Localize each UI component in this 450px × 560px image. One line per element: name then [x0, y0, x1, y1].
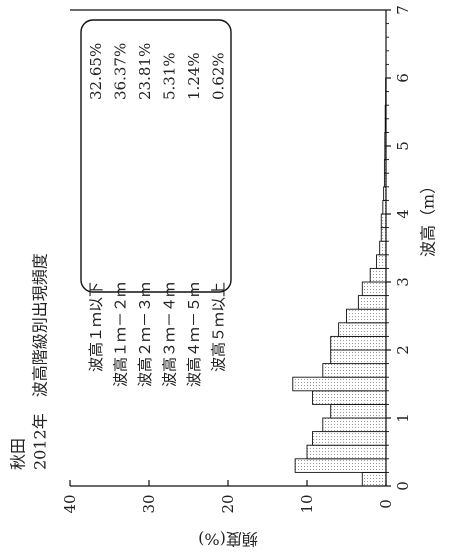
y-tick-label: 40: [61, 494, 79, 513]
legend: 波高１ｍ以下 32.65% 波高１ｍ－２ｍ 36.37% 波高２ｍ－３ｍ 23.81% 波高…: [80, 19, 232, 387]
histogram-bar: [357, 295, 387, 310]
legend-label: 波高４ｍ－５ｍ: [185, 282, 203, 387]
y-tick-label: 10: [298, 494, 316, 513]
histogram-bar: [322, 363, 387, 378]
title-group: 秋田 2012年 波高階級別出現頻度: [9, 253, 50, 470]
histogram-bar: [338, 322, 387, 337]
legend-value: 0.62%: [210, 52, 228, 100]
chart-title: 2012年 波高階級別出現頻度: [31, 253, 50, 470]
histogram-bar: [312, 431, 387, 446]
x-tick-label: 2: [394, 345, 412, 355]
histogram-bar: [380, 213, 387, 229]
y-axis-title: 頻度(%): [198, 530, 258, 549]
legend-label: 波高１ｍ－２ｍ: [112, 282, 130, 387]
legend-value: 5.31%: [161, 52, 179, 100]
histogram-bar: [369, 267, 387, 283]
x-tick-label: 7: [394, 5, 412, 15]
y-tick-label: 20: [219, 494, 237, 513]
legend-label: 波高５ｍ以上: [210, 282, 228, 372]
legend-label: 波高２ｍ－３ｍ: [136, 282, 154, 387]
x-tick-label: 3: [394, 277, 412, 287]
histogram-bar: [346, 308, 387, 324]
histogram-bar: [330, 335, 387, 351]
bar-group: [292, 77, 387, 487]
histogram-bar: [361, 471, 387, 487]
histogram-bar: [330, 403, 387, 419]
y-tick-label: 30: [140, 494, 158, 513]
histogram-bar: [312, 390, 387, 405]
tick-group: 0 1 2 3 4 5 6 7 0 10 20 30 40 波高（m） 頻度(%): [61, 5, 438, 548]
histogram-bar: [376, 254, 387, 269]
chart-title-location: 秋田: [9, 438, 28, 470]
legend-box: [80, 19, 232, 293]
x-axis-title: 波高（m）: [419, 178, 438, 257]
histogram-bar: [380, 227, 387, 242]
histogram-bar: [294, 458, 387, 473]
histogram-bar: [306, 444, 387, 460]
x-tick-label: 5: [394, 141, 412, 151]
legend-label: 波高３ｍ－４ｍ: [161, 282, 179, 387]
histogram-bar: [322, 417, 387, 433]
x-tick-label: 1: [394, 413, 412, 423]
histogram-bar: [361, 281, 387, 297]
y-tick-label: 0: [377, 499, 395, 509]
x-tick-label: 0: [394, 481, 412, 491]
histogram-bar: [330, 349, 387, 365]
legend-value: 1.24%: [185, 52, 203, 100]
legend-label: 波高１ｍ以下: [87, 282, 105, 372]
legend-value: 32.65%: [87, 43, 105, 100]
x-tick-label: 4: [394, 209, 412, 219]
x-tick-label: 6: [394, 73, 412, 83]
histogram-bar: [379, 240, 387, 256]
legend-value: 36.37%: [112, 43, 130, 100]
legend-value: 23.81%: [136, 43, 154, 100]
histogram-bar: [292, 376, 387, 392]
